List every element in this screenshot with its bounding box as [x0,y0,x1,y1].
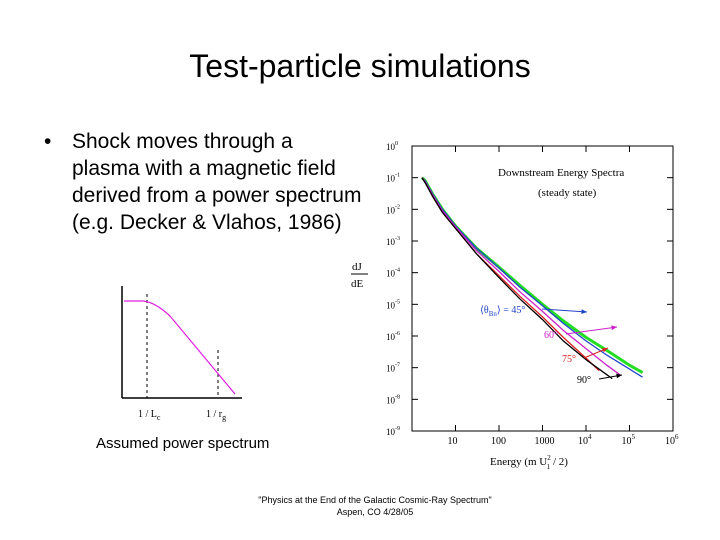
ps-tick-lc: 1 / Lc [138,409,161,422]
x-tick-label-1: 100 [491,436,506,447]
annotation-arrowhead-0 [581,309,587,314]
energy-spectra-chart: 100 10-1 10-2 10-3 10-4 10-5 10-6 10-7 10-8 10-9 1… [351,141,679,471]
annotation-arrowhead-2 [602,347,608,353]
y-label-numerator: dJ [352,261,363,273]
annotation-2: 75° [562,354,576,365]
x-tick-label-0: 10 [448,436,458,447]
series-line-2 [421,177,621,376]
footer-line-2: Aspen, CO 4/28/05 [336,507,414,517]
y-tick-label-4: 10-4 [386,268,400,279]
annotation-1: 60° [544,330,558,341]
figure-caption: Assumed power spectrum [96,435,270,452]
y-tick-label-6: 10-6 [386,331,400,342]
chart-title: Downstream Energy Spectra [498,167,624,179]
footer: "Physics at the End of the Galactic Cosm… [180,494,570,518]
y-tick-label-0: 100 [386,141,398,152]
series-line-4 [421,177,613,380]
annotation-arrow-0 [541,308,588,313]
annotation-3: 90° [577,375,591,386]
series-line-0 [420,176,644,374]
series-line-3 [421,177,600,372]
x-tick-label-2: 1000 [535,436,555,447]
power-spectrum-figure: 1 / Lc 1 / rg [121,286,242,422]
ps-tick-rg: 1 / rg [206,409,226,422]
annotation-arrowhead-1 [611,325,617,331]
annotation-arrow-1 [565,326,618,335]
y-tick-label-5: 10-5 [386,299,400,310]
y-label-denominator: dE [351,278,364,290]
y-tick-label-9: 10-9 [386,426,400,437]
y-tick-label-7: 10-7 [386,363,400,374]
bullet-dot-icon: • [44,130,52,153]
bullet-text: Shock moves through a plasma with a magn… [72,130,362,234]
footer-line-1: "Physics at the End of the Galactic Cosm… [258,495,492,505]
x-tick-label-5: 106 [665,433,679,447]
x-tick-label-4: 105 [622,433,636,447]
chart-subtitle: (steady state) [538,187,597,199]
y-tick-label-1: 10-1 [386,173,400,184]
y-tick-label-8: 10-8 [386,394,400,405]
annotation-arrowhead-3 [616,373,622,379]
x-label: Energy (m U2 1 / 2) [490,454,568,471]
annotation-0: ⟨θBn⟩ = 45° [480,305,525,318]
y-tick-label-3: 10-3 [386,236,400,247]
slide-title: Test-particle simulations [189,48,531,84]
y-tick-label-2: 10-2 [386,204,400,215]
bullet-point: • Shock moves through a plasma with a ma… [44,128,364,236]
series-line-1 [421,177,643,378]
x-tick-label-3: 104 [578,433,592,447]
ps-curve [124,300,236,395]
